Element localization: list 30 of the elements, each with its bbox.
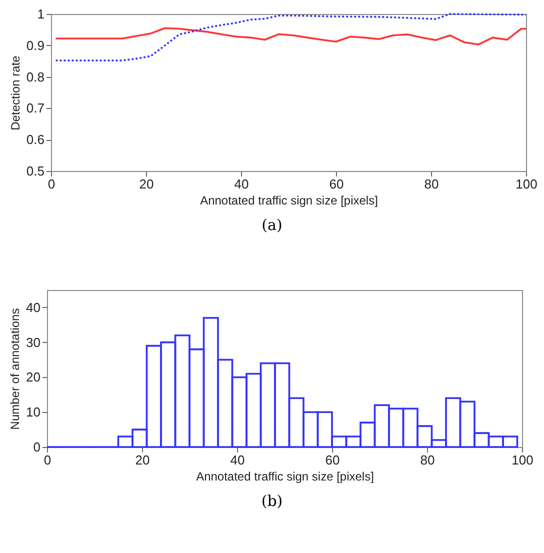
y-tick-label: 0.8 [26,69,44,84]
text: (b) [260,492,284,510]
y-tick-label: 0.5 [26,164,44,178]
y-axis-title: Number of annotations [8,308,22,430]
y-tick-label: 10 [26,404,40,420]
x-tick-label: 100 [516,176,538,192]
y-tick-label: 20 [26,370,40,385]
y-tick-label: 0.6 [26,132,44,148]
y-tick-label: 0 [33,440,40,454]
y-tick-label: 40 [26,300,40,315]
y-tick-label: 1 [37,6,44,22]
x-tick-label: 80 [420,452,435,468]
x-tick-label: 60 [325,452,340,468]
x-tick-label: 60 [329,176,344,192]
x-tick-label: 40 [230,452,245,468]
y-tick-label: 30 [26,334,40,350]
x-tick-label: 100 [512,452,534,468]
x-tick-label: 0 [48,176,56,192]
x-tick-label: 40 [234,176,249,192]
line-series [54,13,527,62]
x-tick-label: 80 [424,176,439,192]
x-tick-label: 20 [139,176,154,192]
y-tick-label: 0.9 [26,38,44,53]
y-tick-label: 0.7 [26,100,44,116]
x-axis-title: Annotated traffic sign size [pixels] [200,194,378,208]
x-axis-title: Annotated traffic sign size [pixels] [196,470,374,484]
text: (a) [260,216,284,234]
y-axis-title: Detection rate [8,55,22,130]
line-series [54,27,527,46]
x-tick-label: 20 [135,452,150,468]
